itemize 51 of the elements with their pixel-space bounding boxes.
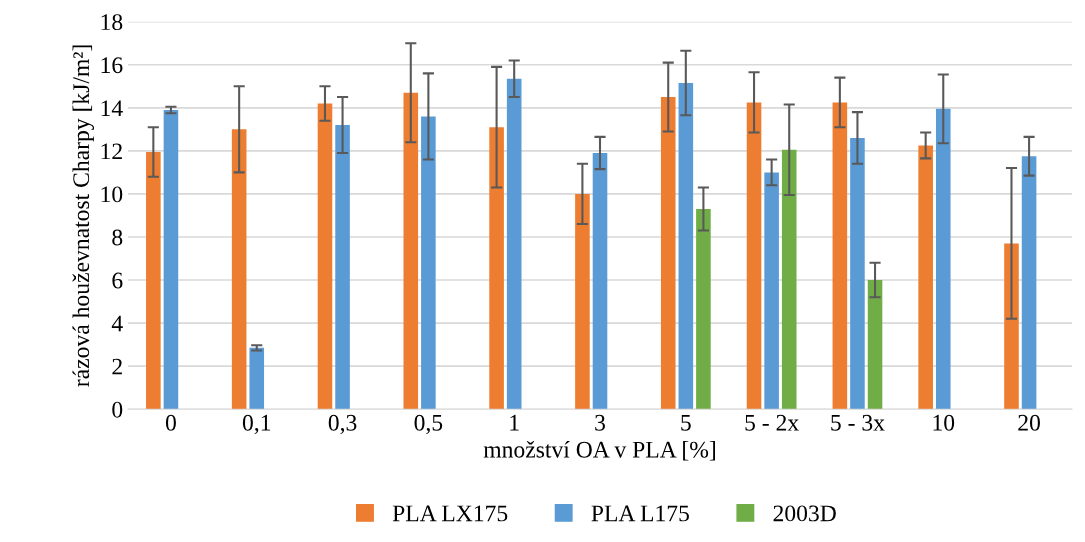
y-tick-label: 0 [112, 401, 123, 418]
y-tick-label: 4 [111, 315, 123, 332]
bar [231, 129, 247, 410]
bar [592, 153, 608, 410]
y-tick-label: 10 [101, 186, 123, 203]
x-tick-label: 0 [165, 414, 176, 431]
x-tick-label: 0,1 [242, 414, 271, 435]
bar [764, 172, 779, 410]
y-tick-label: 16 [101, 57, 123, 74]
bar [660, 97, 676, 410]
bar [832, 102, 848, 410]
x-tick-label: 5 [681, 414, 691, 431]
y-axis-title: rázová houževnatost Charpy [kJ/m²] [72, 45, 94, 387]
bar [506, 78, 522, 410]
bar [249, 347, 265, 410]
y-tick-label: 8 [112, 229, 123, 246]
bar [850, 137, 865, 410]
x-tick-label: 0,3 [328, 414, 357, 435]
x-tick-label: 5 - 2x [745, 414, 799, 431]
bar [335, 125, 350, 410]
y-tick-label: 6 [112, 272, 123, 289]
bar [781, 149, 797, 410]
x-tick-label: 5 - 3x [831, 414, 885, 431]
bar [1021, 156, 1037, 410]
bar [146, 151, 161, 410]
bar [575, 193, 590, 410]
x-tick-label: 1 [510, 414, 519, 431]
bar [421, 116, 436, 410]
y-tick-label: 18 [101, 14, 123, 31]
legend-label: PLA L175 [591, 505, 689, 522]
y-tick-label: 12 [101, 143, 122, 160]
bar [696, 208, 711, 410]
x-tick-label: 3 [595, 414, 605, 431]
x-axis-title: množství OA v PLA [%] [483, 440, 715, 461]
y-tick-label: 2 [112, 358, 122, 375]
bar [867, 280, 883, 410]
legend-label: 2003D [773, 505, 836, 522]
x-tick-label: 10 [933, 414, 955, 431]
bar [163, 109, 179, 410]
bar [1004, 243, 1019, 410]
bar [678, 83, 694, 410]
bar [403, 92, 419, 410]
legend-label: PLA LX175 [392, 505, 508, 522]
bar [935, 108, 951, 410]
bar [489, 127, 504, 410]
bar [746, 102, 762, 410]
x-tick-label: 20 [1018, 414, 1040, 431]
bar [317, 103, 333, 410]
y-tick-label: 14 [101, 100, 123, 116]
bar [918, 145, 933, 410]
x-tick-label: 0,5 [414, 414, 443, 435]
